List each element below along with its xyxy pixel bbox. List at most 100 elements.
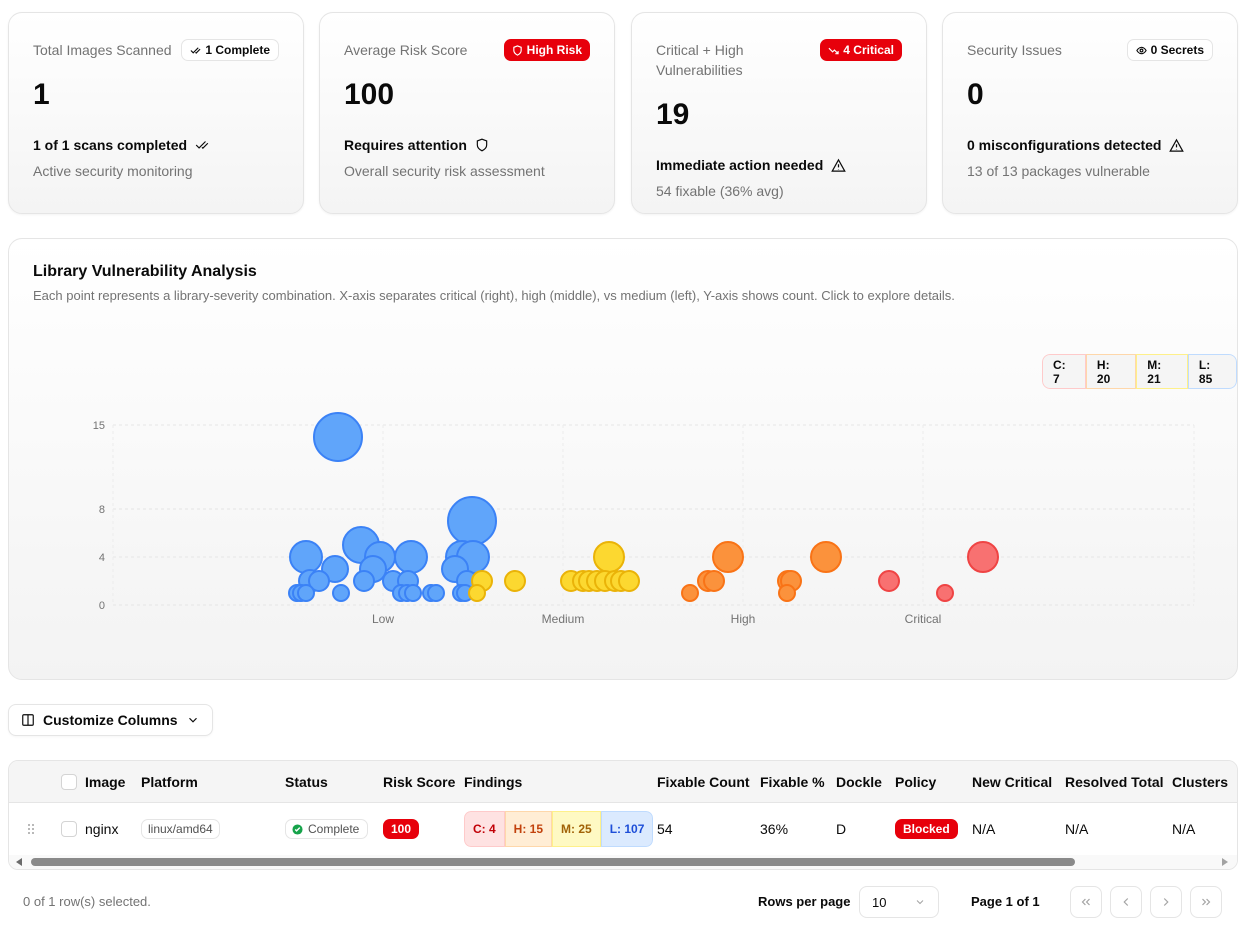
customize-columns-button[interactable]: Customize Columns <box>8 704 213 736</box>
selection-status: 0 of 1 row(s) selected. <box>23 894 151 909</box>
card-description: 13 of 13 packages vulnerable <box>967 163 1150 179</box>
stat-card-total-images: Total Images Scanned 1 Complete 1 1 of 1… <box>8 12 304 214</box>
chevron-down-icon <box>188 717 197 723</box>
column-header-risk-score[interactable]: Risk Score <box>383 774 456 790</box>
cell-resolved-total: N/A <box>1065 821 1089 837</box>
column-header-status[interactable]: Status <box>285 774 328 790</box>
card-description: 54 fixable (36% avg) <box>656 183 784 199</box>
bubble-low[interactable] <box>404 584 422 602</box>
table-row[interactable]: nginx linux/amd64 Complete 100 C: 4 H: 1… <box>9 803 1237 855</box>
badge-label: 0 Secrets <box>1150 43 1204 57</box>
findings-breakdown: C: 4 H: 15 M: 25 L: 107 <box>464 811 654 847</box>
column-header-dockle[interactable]: Dockle <box>836 774 882 790</box>
cell-image: nginx <box>85 821 119 837</box>
bubble-low[interactable] <box>427 584 445 602</box>
card-title: Total Images Scanned <box>33 42 172 58</box>
check-check-icon <box>190 46 201 54</box>
card-description: Active security monitoring <box>33 163 193 179</box>
horizontal-scrollbar[interactable] <box>9 855 1237 869</box>
column-header-clusters[interactable]: Clusters <box>1172 774 1229 790</box>
policy-badge: Blocked <box>895 819 958 839</box>
row-select-checkbox[interactable] <box>61 821 77 837</box>
chevrons-left-icon <box>1081 898 1090 906</box>
page-indicator: Page 1 of 1 <box>971 894 1040 909</box>
y-tick-label: 15 <box>93 420 105 432</box>
findings-low: L: 107 <box>600 811 654 847</box>
shield-icon <box>512 44 522 56</box>
bubble-chart[interactable]: 0 4 8 15 Low Medium High Critical <box>9 239 1239 681</box>
cell-fixable-pct: 36% <box>760 821 789 837</box>
chart-description: Each point represents a library-severity… <box>33 288 955 303</box>
legend-item: M: 21 <box>1136 354 1188 389</box>
bubble-low[interactable] <box>394 540 428 574</box>
alert-triangle-icon <box>831 158 847 172</box>
cell-new-critical: N/A <box>972 821 996 837</box>
bubble-low[interactable] <box>308 570 330 592</box>
chevron-right-icon <box>1163 898 1169 906</box>
card-subtitle: Immediate action needed <box>656 157 847 173</box>
bubble-medium[interactable] <box>593 541 625 573</box>
columns-icon <box>22 714 34 726</box>
previous-page-button[interactable] <box>1110 886 1142 918</box>
bubble-medium[interactable] <box>504 570 526 592</box>
bubble-medium[interactable] <box>618 570 640 592</box>
chevron-down-icon <box>916 900 924 905</box>
rows-per-page-select[interactable]: 10 <box>859 886 939 918</box>
stat-card-risk-score: Average Risk Score High Risk 100 Require… <box>319 12 615 214</box>
scroll-thumb[interactable] <box>31 858 1075 866</box>
card-title: Critical + High Vulnerabilities <box>656 42 744 78</box>
x-tick-label: High <box>731 612 756 626</box>
first-page-button[interactable] <box>1070 886 1102 918</box>
legend-item: L: 85 <box>1187 354 1237 389</box>
column-header-platform[interactable]: Platform <box>141 774 198 790</box>
bubble-high[interactable] <box>778 584 796 602</box>
findings-medium: M: 25 <box>552 811 601 847</box>
column-header-fixable-count[interactable]: Fixable Count <box>657 774 750 790</box>
scroll-right-icon[interactable] <box>1221 858 1229 866</box>
bubble-low[interactable] <box>297 584 315 602</box>
images-table: Image Platform Status Risk Score Finding… <box>8 760 1238 870</box>
bubble-low[interactable] <box>447 496 497 546</box>
findings-high: H: 15 <box>504 811 553 847</box>
bubble-high[interactable] <box>681 584 699 602</box>
trending-down-icon <box>828 47 839 54</box>
card-value: 100 <box>344 78 395 111</box>
status-badge: Complete <box>285 819 369 839</box>
badge-label: 1 Complete <box>205 43 270 57</box>
last-page-button[interactable] <box>1190 886 1222 918</box>
chevrons-right-icon <box>1202 898 1211 906</box>
column-header-new-critical[interactable]: New Critical <box>972 774 1053 790</box>
column-header-fixable-pct[interactable]: Fixable % <box>760 774 825 790</box>
bubble-low[interactable] <box>332 584 350 602</box>
platform-badge: linux/amd64 <box>141 819 220 839</box>
bubble-medium[interactable] <box>468 584 486 602</box>
bubble-low[interactable] <box>289 540 323 574</box>
bubble-high[interactable] <box>703 570 725 592</box>
bubble-high[interactable] <box>712 541 744 573</box>
column-header-findings[interactable]: Findings <box>464 774 523 790</box>
select-all-checkbox[interactable] <box>61 774 77 790</box>
badge-label: 4 Critical <box>843 43 894 57</box>
drag-handle-icon[interactable] <box>27 803 35 855</box>
bubble-critical[interactable] <box>936 584 954 602</box>
check-check-icon <box>195 141 209 150</box>
card-value: 0 <box>967 78 984 111</box>
legend-item: H: 20 <box>1085 354 1137 389</box>
column-header-resolved-total[interactable]: Resolved Total <box>1065 774 1164 790</box>
column-header-policy[interactable]: Policy <box>895 774 937 790</box>
next-page-button[interactable] <box>1150 886 1182 918</box>
bubble-high[interactable] <box>810 541 842 573</box>
alert-triangle-icon <box>1169 138 1185 152</box>
column-header-image[interactable]: Image <box>85 774 126 790</box>
rows-per-page-value: 10 <box>872 894 887 910</box>
rows-per-page-label: Rows per page <box>758 894 851 909</box>
bubble-low[interactable] <box>353 570 375 592</box>
customize-columns-label: Customize Columns <box>43 712 178 728</box>
scroll-left-icon[interactable] <box>15 858 23 866</box>
shield-icon <box>476 138 488 152</box>
bubble-critical[interactable] <box>967 541 999 573</box>
cell-fixable-count: 54 <box>657 821 673 837</box>
bubble-low[interactable] <box>313 412 363 462</box>
card-subtitle: 1 of 1 scans completed <box>33 137 209 153</box>
bubble-critical[interactable] <box>878 570 900 592</box>
